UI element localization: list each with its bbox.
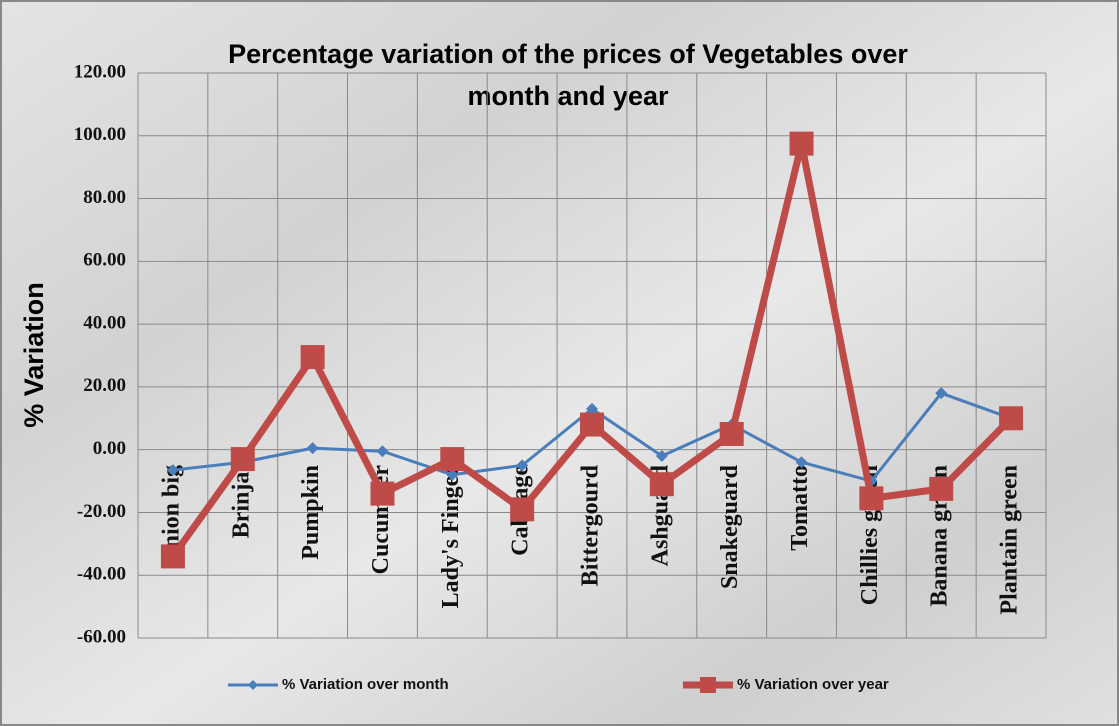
marker-square bbox=[719, 421, 744, 446]
y-tick-label: 100.00 bbox=[74, 124, 126, 145]
x-tick-label: Lady's Finger bbox=[438, 465, 464, 609]
y-tick-label: -40.00 bbox=[77, 564, 126, 585]
y-tick-label: 40.00 bbox=[83, 312, 126, 333]
y-tick-label: 120.00 bbox=[74, 61, 126, 82]
marker-square bbox=[649, 472, 674, 497]
legend-marker bbox=[700, 677, 716, 693]
y-tick-label: 80.00 bbox=[83, 187, 126, 208]
x-tick-label: Bittergourd bbox=[578, 464, 604, 586]
marker-diamond bbox=[586, 402, 598, 415]
y-tick-label: 20.00 bbox=[83, 375, 126, 396]
y-tick-label: 0.00 bbox=[93, 438, 126, 459]
marker-diamond bbox=[446, 468, 459, 481]
marker-square bbox=[580, 412, 604, 437]
x-tick-label: Snakeguard bbox=[717, 464, 743, 589]
legend-marker bbox=[248, 680, 258, 690]
x-tick-label: Pumpkin bbox=[298, 465, 324, 560]
marker-square bbox=[370, 481, 395, 506]
marker-diamond bbox=[655, 449, 668, 462]
marker-diamond bbox=[166, 464, 179, 477]
marker-diamond bbox=[935, 387, 948, 400]
y-tick-label: -60.00 bbox=[77, 626, 126, 647]
legend-label: % Variation over month bbox=[282, 676, 449, 693]
marker-square bbox=[230, 447, 255, 472]
marker-diamond bbox=[795, 456, 808, 469]
x-tick-label: Plantain green bbox=[997, 465, 1023, 615]
marker-square bbox=[999, 406, 1024, 431]
x-tick-label: Tomatto bbox=[787, 465, 813, 551]
marker-square bbox=[300, 345, 325, 370]
marker-square bbox=[929, 476, 954, 501]
marker-diamond bbox=[306, 442, 319, 455]
y-tick-label: -20.00 bbox=[77, 501, 126, 522]
marker-square bbox=[160, 544, 185, 569]
marker-square bbox=[859, 486, 884, 511]
marker-square bbox=[510, 497, 535, 522]
legend-label: % Variation over year bbox=[737, 676, 889, 693]
marker-diamond bbox=[376, 445, 389, 458]
x-tick-label: Cucumber bbox=[368, 465, 394, 575]
y-tick-label: 60.00 bbox=[83, 250, 126, 271]
marker-square bbox=[440, 447, 465, 472]
y-axis-title: % Variation bbox=[19, 282, 49, 428]
marker-square bbox=[789, 131, 814, 156]
marker-diamond bbox=[516, 459, 529, 472]
chart-subtitle: month and year bbox=[467, 81, 669, 111]
chart-title: Percentage variation of the prices of Ve… bbox=[228, 39, 908, 69]
